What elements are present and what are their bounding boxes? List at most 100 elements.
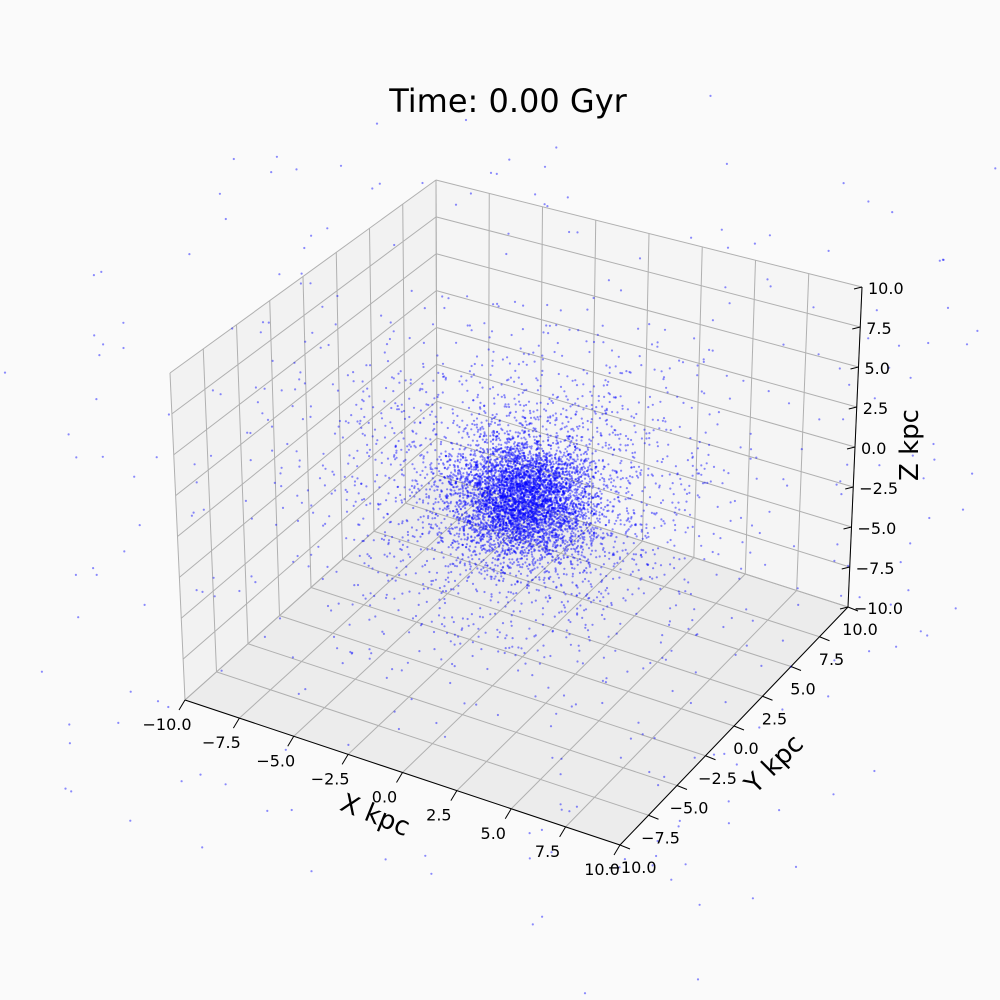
data-point — [560, 533, 564, 536]
data-point — [481, 451, 484, 454]
data-point — [518, 442, 521, 445]
data-point — [482, 526, 485, 529]
data-point — [495, 525, 498, 528]
data-point — [492, 350, 495, 353]
data-point — [522, 352, 526, 355]
data-point — [629, 525, 632, 528]
data-point — [362, 400, 365, 403]
data-point — [476, 444, 479, 447]
data-point — [512, 610, 515, 613]
data-point — [496, 515, 499, 518]
data-point — [516, 460, 519, 463]
data-point — [539, 528, 542, 531]
data-point — [543, 489, 546, 492]
data-point — [588, 350, 591, 354]
data-point — [321, 305, 324, 308]
data-point — [598, 514, 601, 517]
data-point — [543, 475, 546, 478]
data-point — [537, 470, 540, 474]
data-point — [519, 557, 522, 560]
data-point — [375, 122, 379, 125]
data-point — [565, 486, 568, 489]
data-point — [404, 379, 407, 382]
data-point — [495, 413, 498, 416]
data-point — [507, 403, 510, 406]
data-point — [524, 525, 527, 528]
data-point — [469, 470, 473, 473]
data-point — [555, 521, 559, 524]
data-point — [536, 416, 539, 419]
data-point — [601, 512, 604, 516]
data-point — [576, 231, 579, 234]
data-point — [665, 386, 668, 389]
data-point — [429, 510, 432, 513]
data-point — [645, 432, 648, 435]
data-point — [533, 442, 536, 445]
data-point — [483, 432, 486, 436]
data-point — [394, 445, 397, 448]
data-point — [559, 428, 562, 431]
data-point — [484, 411, 487, 414]
data-point — [520, 602, 523, 605]
data-point — [730, 616, 733, 620]
data-point — [459, 454, 463, 457]
data-point — [574, 445, 577, 448]
data-point — [735, 763, 738, 766]
data-point — [77, 616, 80, 619]
data-point — [603, 554, 607, 558]
data-point — [408, 631, 411, 634]
data-point — [528, 504, 531, 507]
data-point — [437, 614, 441, 617]
data-point — [541, 466, 545, 469]
data-point — [506, 502, 509, 505]
data-point — [502, 579, 505, 583]
data-point — [479, 427, 482, 430]
data-point — [546, 483, 550, 486]
data-point — [574, 413, 577, 416]
data-point — [571, 530, 574, 533]
data-point — [818, 418, 821, 421]
data-point — [515, 559, 518, 562]
data-point — [505, 477, 508, 480]
data-point — [537, 497, 541, 500]
data-point — [496, 450, 499, 453]
data-point — [458, 527, 462, 530]
data-point — [481, 538, 485, 541]
data-point — [511, 435, 514, 438]
data-point — [546, 553, 549, 556]
data-point — [541, 449, 545, 452]
data-point — [530, 550, 533, 554]
data-point — [647, 406, 650, 409]
data-point — [530, 455, 533, 458]
data-point — [729, 501, 732, 504]
data-point — [502, 491, 505, 495]
data-point — [532, 512, 536, 515]
data-point — [522, 409, 525, 412]
data-point — [561, 541, 564, 544]
data-point — [473, 549, 476, 552]
data-point — [380, 314, 383, 317]
data-point — [548, 486, 551, 490]
data-point — [450, 475, 453, 478]
data-point — [575, 434, 579, 437]
data-point — [503, 517, 506, 520]
data-point — [587, 523, 591, 526]
data-point — [559, 526, 563, 529]
data-point — [510, 547, 513, 550]
data-point — [720, 228, 723, 231]
data-point — [927, 341, 930, 345]
data-point — [423, 476, 427, 479]
data-point — [600, 580, 603, 584]
data-point — [575, 518, 579, 521]
data-point — [525, 488, 528, 491]
data-point — [392, 330, 395, 333]
data-point — [455, 526, 458, 529]
data-point — [472, 419, 476, 422]
data-point — [525, 488, 528, 491]
data-point — [459, 471, 462, 474]
data-point — [568, 328, 571, 331]
data-point — [639, 554, 642, 557]
data-point — [542, 644, 545, 647]
data-point — [536, 389, 540, 392]
data-point — [724, 701, 727, 704]
